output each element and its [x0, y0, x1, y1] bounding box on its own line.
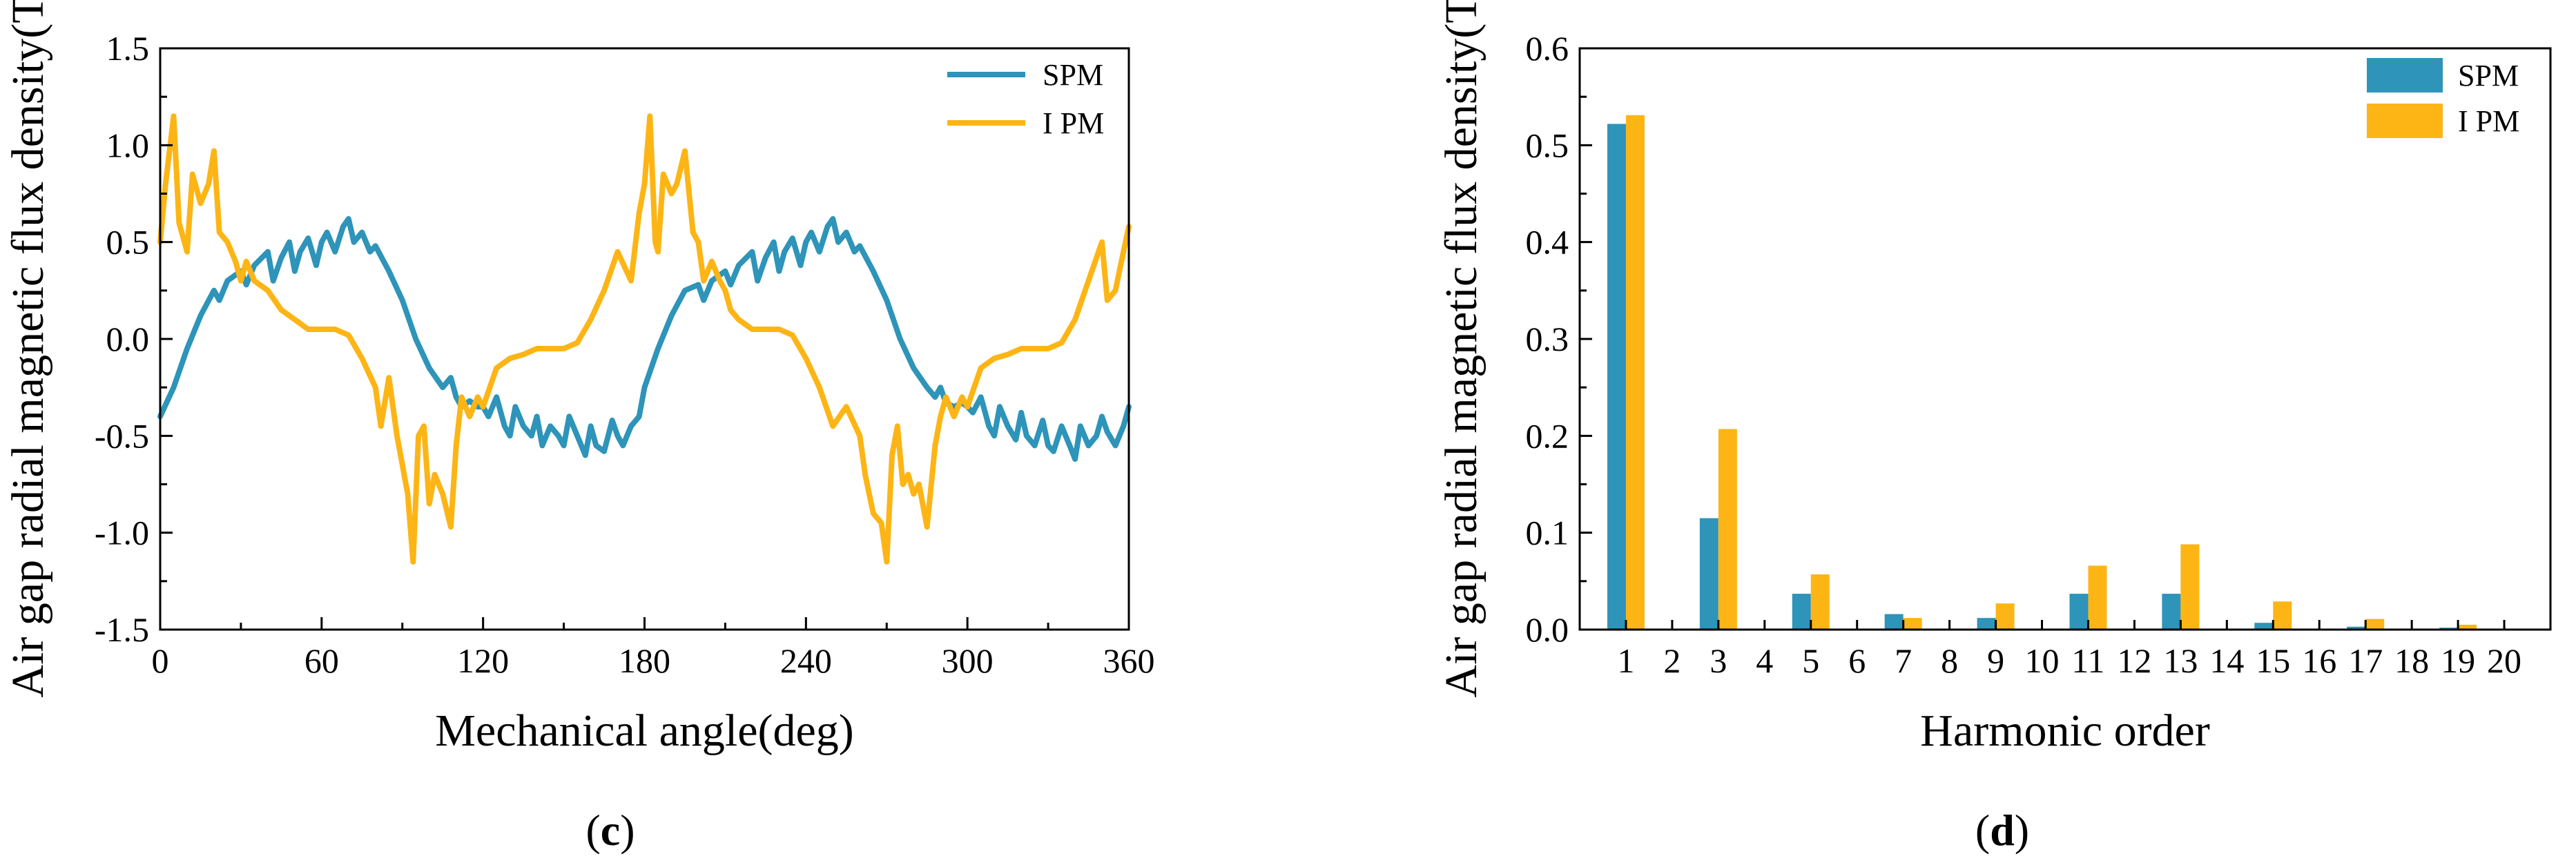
bar-ipm-h9: [1995, 603, 2015, 630]
x-tick-label: 2: [1663, 641, 1681, 680]
legend-swatch-spm: [2367, 58, 2443, 93]
series-line-spm: [157, 216, 1132, 462]
x-tick-label: 3: [1710, 641, 1727, 680]
legend-label-ipm: I PM: [1043, 106, 1104, 140]
legend-label-spm: SPM: [2458, 59, 2519, 93]
bar-ipm-h1: [1625, 115, 1645, 630]
x-tick-label: 1: [1617, 641, 1634, 680]
legend: SPM I PM: [2367, 58, 2519, 138]
bar-spm-h9: [1977, 618, 1996, 630]
x-tick-label: 360: [1103, 641, 1155, 680]
y-axis-ticks: 0.0 0.1 0.2 0.3 0.4 0.5 0.6: [1526, 29, 1592, 649]
bar-plot-area: [1607, 115, 2477, 630]
y-tick-label: 1.0: [106, 126, 150, 164]
bar-ipm-h15: [2273, 601, 2292, 630]
x-tick-label: 60: [304, 641, 339, 680]
y-tick-label: 1.5: [106, 29, 150, 68]
x-tick-label: 5: [1802, 641, 1819, 680]
bar-spm-h5: [1792, 594, 1811, 630]
y-tick-label: 0.2: [1526, 416, 1569, 455]
bar-ipm-h3: [1718, 429, 1737, 630]
x-tick-label: 180: [619, 641, 670, 680]
x-tick-label: 10: [2025, 641, 2060, 680]
bar-spm-h15: [2254, 623, 2274, 630]
x-tick-label: 240: [780, 641, 832, 680]
x-tick-label: 6: [1848, 641, 1866, 680]
y-tick-label: -1.0: [95, 514, 149, 552]
x-tick-label: 16: [2302, 641, 2336, 680]
y-axis-ticks: -1.5 -1.0 -0.5 0.0 0.5 1.0 1.5: [95, 29, 173, 649]
x-tick-label: 0: [152, 641, 169, 680]
bar-ipm-h5: [1810, 574, 1830, 630]
panel-caption-d: (d): [1975, 806, 2029, 855]
x-tick-label: 18: [2394, 641, 2429, 680]
x-tick-label: 12: [2117, 641, 2151, 680]
series-line-ipm: [157, 113, 1132, 565]
legend-label-spm: SPM: [1043, 58, 1103, 92]
bar-spm-h17: [2347, 626, 2366, 630]
bar-spm-h1: [1607, 124, 1626, 630]
bar-spm-h11: [2069, 594, 2089, 630]
panel-caption-c-letter: c: [601, 806, 620, 855]
bar-ipm-h7: [1903, 618, 1922, 630]
bar-spm-h3: [1699, 518, 1718, 630]
x-axis-label: Mechanical angle(deg): [435, 706, 854, 756]
bar-ipm-h13: [2180, 544, 2200, 630]
x-tick-label: 4: [1756, 641, 1773, 680]
legend-swatch-ipm: [2367, 104, 2443, 138]
y-axis-label: Air gap radial magnetic flux density(T): [1436, 0, 1486, 698]
legend-label-ipm: I PM: [2458, 104, 2519, 138]
x-tick-label: 120: [457, 641, 509, 680]
panel-caption-d-letter: d: [1990, 806, 2015, 855]
bar-ipm-h17: [2365, 619, 2385, 630]
x-tick-label: 300: [942, 641, 994, 680]
chart-panel-d: 0.00.10.20.30.40.50.6 1 2 3 4 5 6 7 8 9 10 11 12 13 1…: [1436, 0, 2552, 855]
plot-frame: [159, 47, 1130, 631]
x-tick-label: 11: [2071, 641, 2104, 680]
x-tick-label: 14: [2209, 641, 2244, 680]
x-tick-label: 20: [2487, 641, 2521, 680]
plot-frame: [1578, 47, 2552, 631]
x-tick-label: 13: [2163, 641, 2198, 680]
bar-ipm-h19: [2458, 624, 2477, 630]
bar-spm-h7: [1884, 614, 1904, 630]
x-axis-ticks: 1 2 3 4 5 6 7 8 9 10 11 12 13 14 15 16 17 18 19 20: [1617, 620, 2521, 680]
x-tick-label: 15: [2256, 641, 2290, 680]
bar-spm-h13: [2162, 594, 2181, 630]
x-tick-label: 9: [1987, 641, 2004, 680]
y-tick-label: 0.6: [1526, 29, 1569, 68]
chart-panel-c: -1.5 -1.0 -0.5 0.0 0.5 1.0 1.5 0 60 120 180 240 300…: [3, 0, 1155, 855]
x-tick-label: 7: [1895, 641, 1912, 680]
bar-ipm-h11: [2088, 565, 2107, 630]
y-tick-label: 0.5: [106, 223, 150, 262]
x-axis-ticks: 0 60 120 180 240 300 360: [152, 617, 1155, 680]
y-tick-label: 0.0: [1526, 610, 1569, 649]
y-tick-label: 0.1: [1526, 514, 1569, 552]
y-tick-label: 0.4: [1526, 223, 1569, 262]
x-axis-label: Harmonic order: [1920, 706, 2210, 756]
x-tick-label: 17: [2348, 641, 2383, 680]
panel-caption-c: (c): [585, 806, 635, 855]
legend: SPM I PM: [947, 58, 1104, 140]
line-plot-area: [157, 113, 1132, 565]
y-tick-label: 0.5: [1526, 126, 1569, 164]
y-tick-label: -0.5: [95, 416, 149, 455]
x-tick-label: 8: [1941, 641, 1958, 680]
y-tick-label: -1.5: [95, 610, 149, 649]
x-tick-label: 19: [2441, 641, 2475, 680]
y-tick-label: 0.0: [106, 320, 150, 358]
y-axis-label: Air gap radial magnetic flux density(T): [3, 0, 53, 698]
y-tick-label: 0.3: [1526, 320, 1569, 358]
